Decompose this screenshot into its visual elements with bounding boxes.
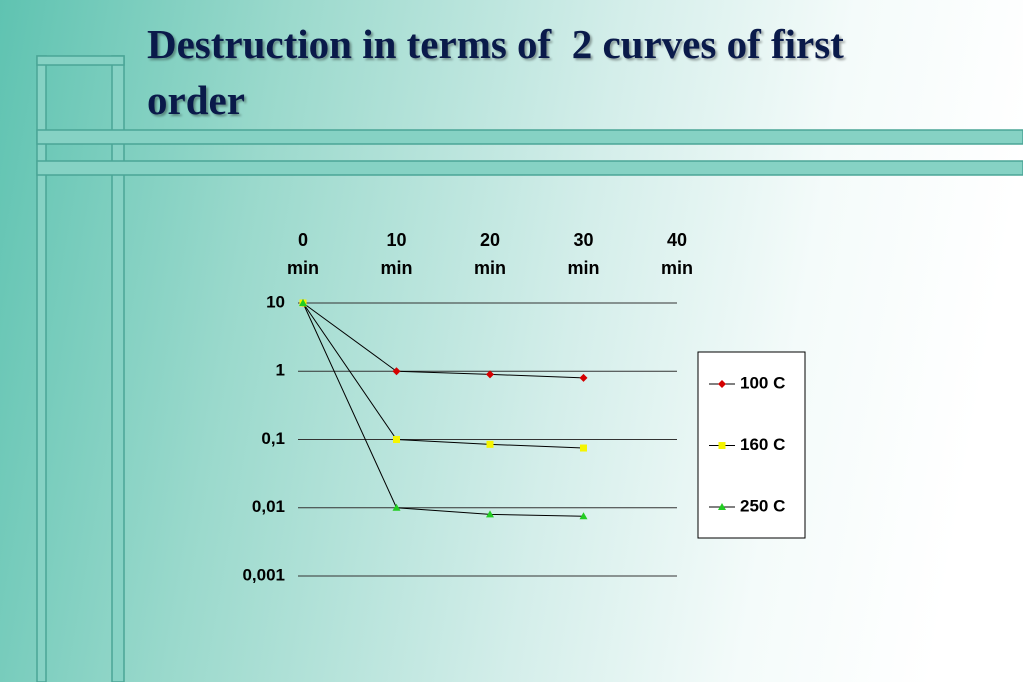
decor (36, 55, 1023, 682)
data-point (392, 367, 401, 376)
y-tick-label: 0,1 (261, 429, 285, 448)
data-point (299, 299, 307, 306)
y-tick-label: 0,01 (252, 497, 285, 516)
legend-marker (718, 380, 726, 388)
legend-label: 250 C (740, 496, 785, 515)
frame-bar (36, 129, 1023, 145)
y-tick-label: 0,001 (242, 565, 285, 584)
legend-label: 100 C (740, 373, 785, 392)
data-point (486, 510, 494, 518)
series-line (302, 302, 584, 517)
frame-bar (36, 55, 47, 682)
slide-title: Destruction in terms of 2 curves of firs… (147, 21, 855, 123)
y-tick-label: 10 (266, 292, 285, 311)
data-point (579, 512, 588, 520)
series-line (302, 302, 584, 449)
x-tick-label: 20 min (473, 230, 506, 278)
data-point (392, 503, 401, 511)
x-tick-label: 40 min (660, 230, 693, 278)
x-tick-label: 0 min (286, 230, 319, 278)
x-tick-label: 10 min (380, 230, 413, 278)
y-tick-label: 1 (276, 361, 285, 380)
legend-marker (718, 503, 726, 510)
data-point (579, 373, 588, 382)
data-point (486, 370, 494, 379)
data-point (580, 444, 587, 452)
series-line (302, 302, 584, 379)
frame-bar (36, 55, 125, 66)
data-point (393, 436, 400, 443)
frame-bar (111, 55, 125, 682)
legend-label: 160 C (740, 435, 785, 454)
x-tick-label: 30 min (567, 230, 600, 278)
data-point (486, 440, 494, 448)
frame-bar (36, 160, 1023, 176)
legend-marker (718, 442, 726, 449)
